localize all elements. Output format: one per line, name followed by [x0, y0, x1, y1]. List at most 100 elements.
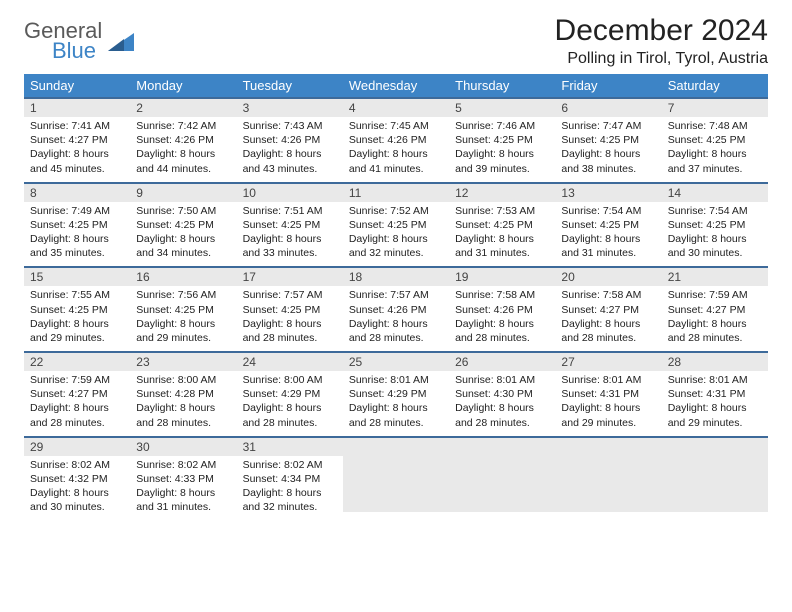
calendar-day-cell: 12Sunrise: 7:53 AMSunset: 4:25 PMDayligh… — [449, 183, 555, 268]
day-details: Sunrise: 8:00 AMSunset: 4:29 PMDaylight:… — [237, 371, 343, 436]
empty-day — [555, 438, 661, 512]
calendar-day-cell: 6Sunrise: 7:47 AMSunset: 4:25 PMDaylight… — [555, 98, 661, 183]
day-details: Sunrise: 7:51 AMSunset: 4:25 PMDaylight:… — [237, 202, 343, 267]
calendar-day-cell: 21Sunrise: 7:59 AMSunset: 4:27 PMDayligh… — [662, 267, 768, 352]
calendar-day-cell: 20Sunrise: 7:58 AMSunset: 4:27 PMDayligh… — [555, 267, 661, 352]
weekday-header: Tuesday — [237, 74, 343, 98]
day-number: 8 — [24, 184, 130, 202]
day-number: 10 — [237, 184, 343, 202]
day-details: Sunrise: 7:48 AMSunset: 4:25 PMDaylight:… — [662, 117, 768, 182]
weekday-header-row: Sunday Monday Tuesday Wednesday Thursday… — [24, 74, 768, 98]
day-number: 24 — [237, 353, 343, 371]
calendar-day-cell — [555, 437, 661, 521]
calendar-day-cell: 2Sunrise: 7:42 AMSunset: 4:26 PMDaylight… — [130, 98, 236, 183]
calendar-week-row: 1Sunrise: 7:41 AMSunset: 4:27 PMDaylight… — [24, 98, 768, 183]
day-number: 13 — [555, 184, 661, 202]
day-number: 26 — [449, 353, 555, 371]
day-details: Sunrise: 8:01 AMSunset: 4:29 PMDaylight:… — [343, 371, 449, 436]
day-number: 4 — [343, 99, 449, 117]
weekday-header: Thursday — [449, 74, 555, 98]
day-number: 9 — [130, 184, 236, 202]
weekday-header: Saturday — [662, 74, 768, 98]
day-number: 21 — [662, 268, 768, 286]
calendar-day-cell: 16Sunrise: 7:56 AMSunset: 4:25 PMDayligh… — [130, 267, 236, 352]
calendar-day-cell: 1Sunrise: 7:41 AMSunset: 4:27 PMDaylight… — [24, 98, 130, 183]
calendar-day-cell — [449, 437, 555, 521]
day-details: Sunrise: 8:02 AMSunset: 4:33 PMDaylight:… — [130, 456, 236, 521]
calendar-day-cell: 7Sunrise: 7:48 AMSunset: 4:25 PMDaylight… — [662, 98, 768, 183]
empty-day — [449, 438, 555, 512]
calendar-week-row: 22Sunrise: 7:59 AMSunset: 4:27 PMDayligh… — [24, 352, 768, 437]
day-details: Sunrise: 7:58 AMSunset: 4:27 PMDaylight:… — [555, 286, 661, 351]
weekday-header: Sunday — [24, 74, 130, 98]
day-details: Sunrise: 8:00 AMSunset: 4:28 PMDaylight:… — [130, 371, 236, 436]
day-details: Sunrise: 7:52 AMSunset: 4:25 PMDaylight:… — [343, 202, 449, 267]
calendar-day-cell: 9Sunrise: 7:50 AMSunset: 4:25 PMDaylight… — [130, 183, 236, 268]
day-details: Sunrise: 7:55 AMSunset: 4:25 PMDaylight:… — [24, 286, 130, 351]
calendar-week-row: 8Sunrise: 7:49 AMSunset: 4:25 PMDaylight… — [24, 183, 768, 268]
calendar-week-row: 15Sunrise: 7:55 AMSunset: 4:25 PMDayligh… — [24, 267, 768, 352]
day-number: 23 — [130, 353, 236, 371]
day-details: Sunrise: 8:02 AMSunset: 4:32 PMDaylight:… — [24, 456, 130, 521]
empty-day — [662, 438, 768, 512]
day-number: 31 — [237, 438, 343, 456]
logo-triangle-icon — [108, 29, 134, 56]
calendar-day-cell: 28Sunrise: 8:01 AMSunset: 4:31 PMDayligh… — [662, 352, 768, 437]
day-number: 20 — [555, 268, 661, 286]
day-details: Sunrise: 7:43 AMSunset: 4:26 PMDaylight:… — [237, 117, 343, 182]
calendar-day-cell: 11Sunrise: 7:52 AMSunset: 4:25 PMDayligh… — [343, 183, 449, 268]
weekday-header: Wednesday — [343, 74, 449, 98]
day-number: 16 — [130, 268, 236, 286]
day-number: 5 — [449, 99, 555, 117]
day-number: 12 — [449, 184, 555, 202]
day-details: Sunrise: 7:59 AMSunset: 4:27 PMDaylight:… — [662, 286, 768, 351]
day-details: Sunrise: 7:57 AMSunset: 4:25 PMDaylight:… — [237, 286, 343, 351]
day-details: Sunrise: 8:01 AMSunset: 4:31 PMDaylight:… — [662, 371, 768, 436]
day-details: Sunrise: 7:47 AMSunset: 4:25 PMDaylight:… — [555, 117, 661, 182]
empty-day — [343, 438, 449, 512]
calendar-day-cell: 18Sunrise: 7:57 AMSunset: 4:26 PMDayligh… — [343, 267, 449, 352]
brand-line2: Blue — [52, 38, 102, 64]
day-number: 2 — [130, 99, 236, 117]
calendar-day-cell: 17Sunrise: 7:57 AMSunset: 4:25 PMDayligh… — [237, 267, 343, 352]
calendar-day-cell: 15Sunrise: 7:55 AMSunset: 4:25 PMDayligh… — [24, 267, 130, 352]
calendar-day-cell: 13Sunrise: 7:54 AMSunset: 4:25 PMDayligh… — [555, 183, 661, 268]
weekday-header: Monday — [130, 74, 236, 98]
day-details: Sunrise: 7:49 AMSunset: 4:25 PMDaylight:… — [24, 202, 130, 267]
calendar-day-cell: 25Sunrise: 8:01 AMSunset: 4:29 PMDayligh… — [343, 352, 449, 437]
day-number: 14 — [662, 184, 768, 202]
calendar-day-cell: 4Sunrise: 7:45 AMSunset: 4:26 PMDaylight… — [343, 98, 449, 183]
title-block: December 2024 Polling in Tirol, Tyrol, A… — [555, 14, 768, 68]
day-details: Sunrise: 7:57 AMSunset: 4:26 PMDaylight:… — [343, 286, 449, 351]
day-number: 30 — [130, 438, 236, 456]
header: General Blue December 2024 Polling in Ti… — [24, 14, 768, 68]
calendar-day-cell: 30Sunrise: 8:02 AMSunset: 4:33 PMDayligh… — [130, 437, 236, 521]
day-number: 17 — [237, 268, 343, 286]
day-number: 18 — [343, 268, 449, 286]
brand-logo: General Blue — [24, 14, 134, 64]
calendar-day-cell: 19Sunrise: 7:58 AMSunset: 4:26 PMDayligh… — [449, 267, 555, 352]
day-number: 27 — [555, 353, 661, 371]
calendar-table: Sunday Monday Tuesday Wednesday Thursday… — [24, 74, 768, 520]
day-number: 19 — [449, 268, 555, 286]
page-title: December 2024 — [555, 14, 768, 48]
day-details: Sunrise: 7:45 AMSunset: 4:26 PMDaylight:… — [343, 117, 449, 182]
calendar-day-cell: 14Sunrise: 7:54 AMSunset: 4:25 PMDayligh… — [662, 183, 768, 268]
calendar-day-cell: 31Sunrise: 8:02 AMSunset: 4:34 PMDayligh… — [237, 437, 343, 521]
calendar-day-cell: 22Sunrise: 7:59 AMSunset: 4:27 PMDayligh… — [24, 352, 130, 437]
day-number: 25 — [343, 353, 449, 371]
calendar-day-cell: 10Sunrise: 7:51 AMSunset: 4:25 PMDayligh… — [237, 183, 343, 268]
day-details: Sunrise: 7:56 AMSunset: 4:25 PMDaylight:… — [130, 286, 236, 351]
day-details: Sunrise: 7:42 AMSunset: 4:26 PMDaylight:… — [130, 117, 236, 182]
day-number: 11 — [343, 184, 449, 202]
day-details: Sunrise: 8:01 AMSunset: 4:31 PMDaylight:… — [555, 371, 661, 436]
day-details: Sunrise: 7:59 AMSunset: 4:27 PMDaylight:… — [24, 371, 130, 436]
day-details: Sunrise: 8:01 AMSunset: 4:30 PMDaylight:… — [449, 371, 555, 436]
day-number: 29 — [24, 438, 130, 456]
page-subtitle: Polling in Tirol, Tyrol, Austria — [555, 50, 768, 68]
day-details: Sunrise: 7:53 AMSunset: 4:25 PMDaylight:… — [449, 202, 555, 267]
day-details: Sunrise: 7:54 AMSunset: 4:25 PMDaylight:… — [662, 202, 768, 267]
calendar-day-cell — [343, 437, 449, 521]
day-number: 1 — [24, 99, 130, 117]
calendar-day-cell: 26Sunrise: 8:01 AMSunset: 4:30 PMDayligh… — [449, 352, 555, 437]
